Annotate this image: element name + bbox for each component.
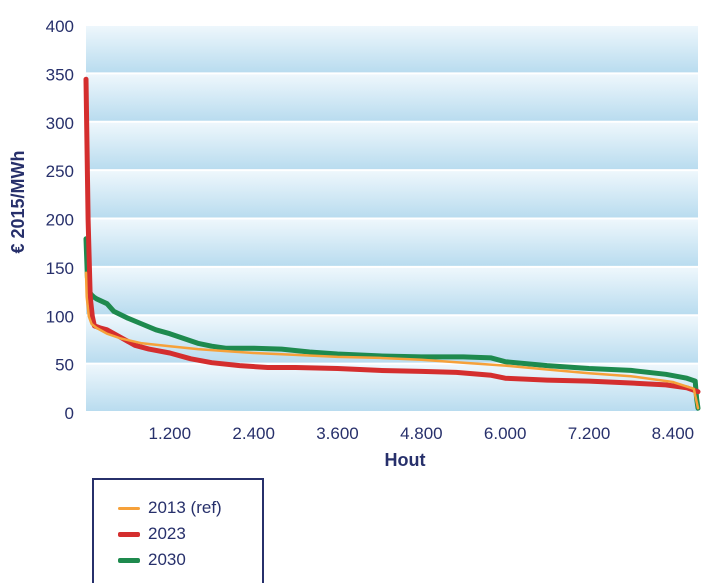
grid-band bbox=[86, 219, 698, 266]
y-tick-label: 350 bbox=[46, 65, 74, 84]
y-tick-label: 200 bbox=[46, 211, 74, 230]
x-tick-label: 6.000 bbox=[484, 424, 527, 443]
legend: 2013 (ref) 2023 2030 bbox=[92, 478, 264, 583]
legend-swatch-2030 bbox=[118, 557, 140, 563]
grid-band bbox=[86, 26, 698, 73]
y-tick-label: 400 bbox=[46, 17, 74, 36]
legend-label-2030: 2030 bbox=[148, 550, 186, 569]
y-axis-label: € 2015/MWh bbox=[8, 150, 28, 253]
legend-swatch-2023 bbox=[118, 531, 140, 537]
x-tick-label: 8.400 bbox=[652, 424, 695, 443]
y-tick-label: 0 bbox=[65, 404, 74, 423]
series-lines bbox=[83, 76, 701, 411]
y-tick-label: 100 bbox=[46, 307, 74, 326]
legend-item-2023: 2023 bbox=[118, 524, 186, 544]
y-tick-label: 300 bbox=[46, 114, 74, 133]
y-tick-label: 150 bbox=[46, 259, 74, 278]
x-axis-ticks: 1.200 2.400 3.600 4.800 6.000 7.200 8.400 bbox=[149, 424, 695, 443]
grid-bands bbox=[86, 26, 698, 411]
x-axis-label: Hout bbox=[385, 450, 426, 470]
x-tick-label: 2.400 bbox=[232, 424, 275, 443]
grid-band bbox=[86, 74, 698, 121]
grid-band bbox=[86, 267, 698, 315]
grid-band bbox=[86, 122, 698, 170]
legend-item-2030: 2030 bbox=[118, 550, 186, 570]
y-tick-label: 250 bbox=[46, 162, 74, 181]
x-tick-label: 1.200 bbox=[149, 424, 192, 443]
y-axis-ticks: 0 50 100 150 200 250 300 350 400 bbox=[46, 17, 74, 423]
legend-item-2013: 2013 (ref) bbox=[118, 498, 222, 518]
x-tick-label: 4.800 bbox=[400, 424, 443, 443]
x-tick-label: 3.600 bbox=[316, 424, 359, 443]
legend-label-2013: 2013 (ref) bbox=[148, 498, 222, 517]
x-tick-label: 7.200 bbox=[568, 424, 611, 443]
series-line-2030 bbox=[83, 236, 701, 411]
series-line-2013-ref bbox=[84, 271, 700, 410]
legend-swatch-2013 bbox=[118, 506, 140, 510]
y-tick-label: 50 bbox=[55, 356, 74, 375]
legend-label-2023: 2023 bbox=[148, 524, 186, 543]
grid-band bbox=[86, 171, 698, 218]
